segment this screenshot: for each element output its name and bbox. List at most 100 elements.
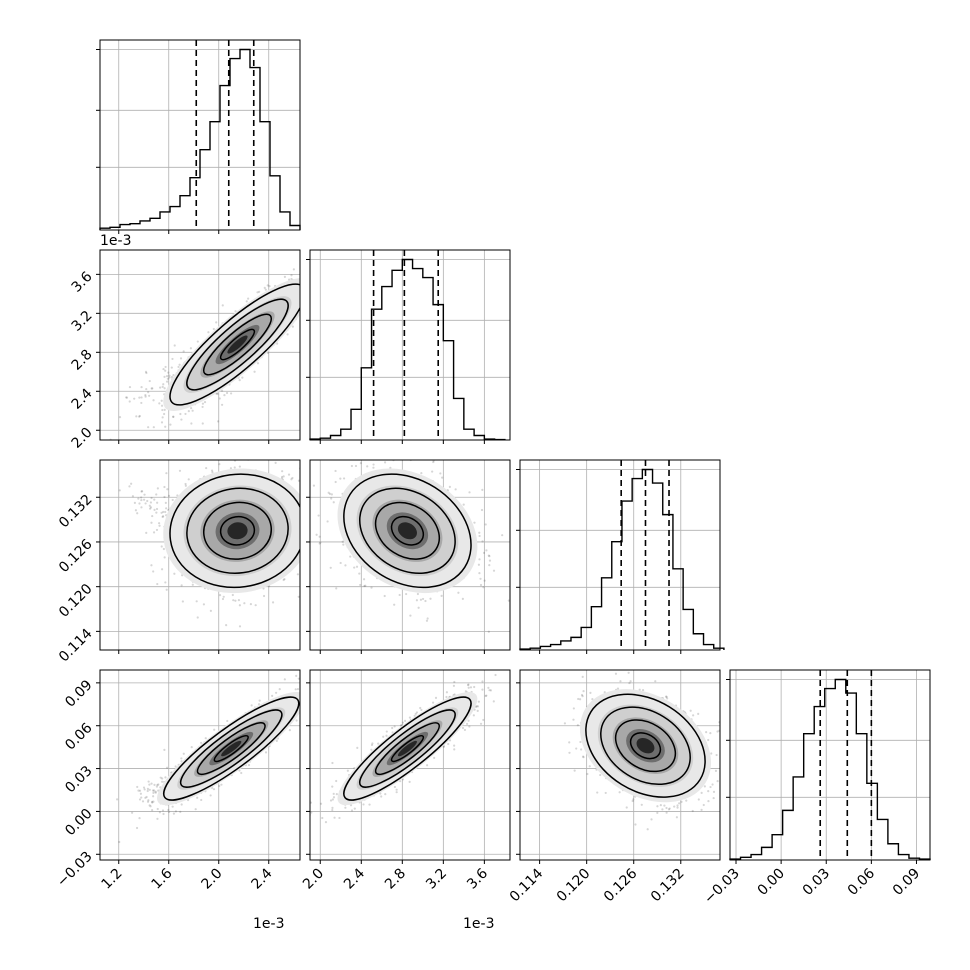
sample-point [477, 563, 480, 566]
contour-line [374, 501, 440, 560]
sample-point [162, 383, 165, 386]
sample-point [133, 397, 136, 400]
sample-point [473, 521, 476, 524]
sample-point [125, 396, 128, 399]
sample-point [492, 569, 496, 572]
sample-point [416, 592, 419, 596]
sample-point [240, 771, 243, 775]
sample-point [186, 451, 188, 453]
contour-line [169, 473, 300, 589]
sample-point [170, 366, 173, 369]
sample-point [478, 572, 481, 575]
sample-point [366, 465, 369, 468]
sample-point [163, 408, 166, 411]
density-fill [221, 740, 242, 757]
sample-point [157, 789, 160, 792]
sample-point [165, 472, 168, 475]
sample-point [173, 572, 176, 575]
sample-point [342, 477, 346, 480]
sample-point [370, 586, 373, 589]
sample-point [164, 776, 167, 779]
sample-point [263, 286, 266, 290]
sample-point [136, 512, 139, 515]
sample-point [326, 520, 329, 523]
sample-point [223, 446, 225, 448]
sample-point [415, 599, 418, 602]
sample-point [484, 523, 487, 526]
sample-point [372, 466, 375, 469]
sample-point [165, 375, 169, 378]
sample-point [217, 420, 220, 423]
panel-frame [729, 669, 931, 861]
sample-point [291, 476, 294, 480]
sample-point [140, 498, 143, 502]
sample-point [167, 808, 170, 812]
sample-point [137, 497, 140, 500]
sample-point [385, 457, 387, 459]
sample-point [171, 498, 174, 502]
sample-point [181, 600, 184, 603]
sample-point [218, 397, 221, 400]
sample-point [417, 606, 420, 609]
sample-point [139, 792, 142, 795]
sample-point [133, 501, 136, 504]
sample-point [161, 809, 165, 812]
sample-point [488, 564, 491, 567]
contour-line [358, 487, 456, 575]
sample-point [150, 521, 153, 524]
sample-point [482, 586, 485, 589]
sample-point [118, 416, 122, 419]
sample-point [501, 534, 504, 537]
contour-line [213, 734, 249, 763]
sample-point [243, 602, 246, 605]
sample-point [160, 568, 164, 571]
sample-point [128, 385, 132, 389]
sample-point [166, 377, 169, 380]
sample-point [306, 517, 308, 519]
sample-point [218, 594, 222, 597]
sample-point [307, 560, 309, 562]
sample-point [339, 477, 342, 480]
contour-line [390, 515, 425, 546]
sample-point [238, 604, 241, 607]
sample-point [389, 466, 392, 469]
sample-point [160, 511, 163, 514]
sample-point [257, 703, 261, 706]
sample-point [138, 415, 141, 418]
sample-point [300, 700, 302, 702]
sample-point [296, 573, 299, 576]
sample-point [238, 625, 242, 628]
sample-point [217, 451, 219, 453]
sample-point [152, 531, 156, 534]
sample-point [349, 555, 352, 558]
sample-point [200, 798, 203, 802]
sample-point [297, 479, 300, 482]
sample-point [158, 524, 161, 527]
sample-point [152, 795, 155, 798]
sample-point [319, 541, 322, 544]
sample-point [225, 624, 228, 627]
sample-point [233, 466, 236, 469]
sample-point [424, 599, 427, 603]
panel-content [310, 670, 510, 860]
sample-point [363, 584, 366, 588]
sample-point [359, 583, 362, 587]
sample-point [256, 362, 260, 365]
histogram-panel-p2 [516, 459, 725, 654]
sample-point [195, 600, 198, 603]
sample-point [201, 405, 204, 409]
sample-point [291, 325, 294, 328]
sample-point [302, 535, 304, 537]
sample-point [153, 508, 156, 511]
sample-point [425, 619, 429, 622]
sample-point [161, 385, 164, 388]
sample-point [216, 392, 219, 396]
sample-point [162, 547, 165, 551]
sample-point [196, 616, 199, 619]
density-fill [227, 335, 248, 354]
sample-point [395, 455, 397, 457]
sample-point [301, 700, 303, 702]
contour-line [186, 298, 289, 391]
sample-point [151, 514, 154, 518]
sample-point [140, 496, 143, 499]
